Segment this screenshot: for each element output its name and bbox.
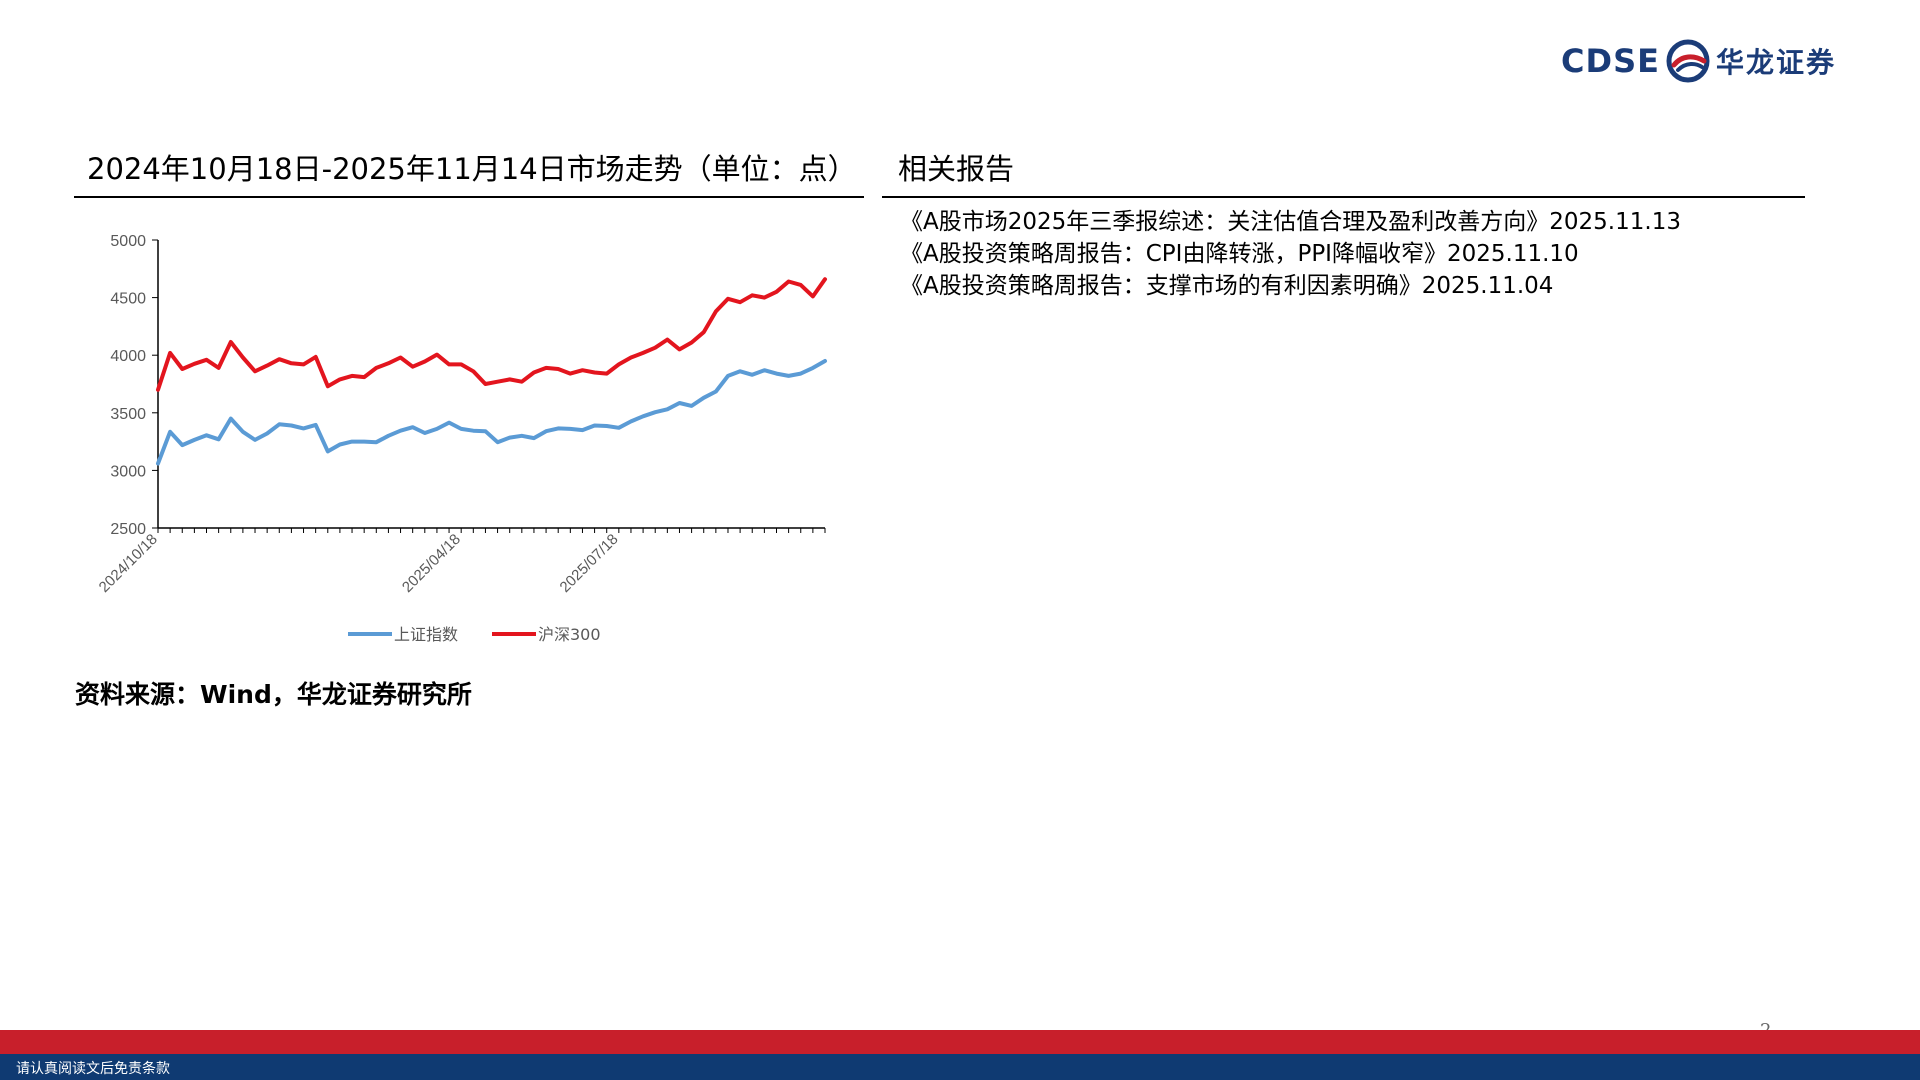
chart-title-divider	[74, 196, 864, 198]
x-tick-label: 2025/04/18	[399, 531, 464, 596]
chart-section-title: 2024年10月18日-2025年11月14日市场走势（单位：点）	[87, 152, 857, 186]
logo-latin-text: CDSE	[1561, 42, 1660, 80]
legend-label: 上证指数	[394, 625, 458, 644]
y-tick-label: 5000	[110, 233, 146, 250]
x-tick-label: 2025/07/18	[557, 531, 622, 596]
source-note: 资料来源：Wind，华龙证券研究所	[75, 680, 472, 709]
footer-disclaimer: 请认真阅读文后免责条款	[16, 1061, 170, 1077]
related-reports-list: 《A股市场2025年三季报综述：关注估值合理及盈利改善方向》2025.11.13…	[900, 206, 1681, 302]
y-tick-label: 4000	[110, 348, 146, 365]
company-logo: CDSE 华龙证券	[1561, 36, 1836, 86]
y-tick-label: 3500	[110, 406, 146, 423]
series-line-csi300	[156, 277, 827, 392]
footer-red-band	[0, 1030, 1920, 1054]
footer-blue-band	[0, 1054, 1920, 1080]
logo-chinese-text: 华龙证券	[1715, 46, 1836, 79]
x-tick-label: 2024/10/18	[96, 531, 161, 596]
reports-title-divider	[882, 196, 1805, 198]
y-tick-label: 4500	[110, 291, 146, 308]
y-tick-label: 2500	[110, 521, 146, 538]
report-item[interactable]: 《A股投资策略周报告：支撑市场的有利因素明确》2025.11.04	[900, 273, 1554, 299]
series-line-sse	[156, 359, 827, 466]
y-tick-label: 3000	[110, 463, 146, 480]
logo-mark-icon	[1666, 39, 1710, 83]
market-trend-chart: 2500 3000 3500 4000 4500 5000 2024/10/18 2025/0…	[96, 233, 827, 644]
legend-label: 沪深300	[538, 625, 601, 644]
reports-section-title: 相关报告	[898, 152, 1015, 186]
report-item[interactable]: 《A股投资策略周报告：CPI由降转涨，PPI降幅收窄》2025.11.10	[900, 241, 1579, 267]
report-item[interactable]: 《A股市场2025年三季报综述：关注估值合理及盈利改善方向》2025.11.13	[900, 209, 1681, 235]
